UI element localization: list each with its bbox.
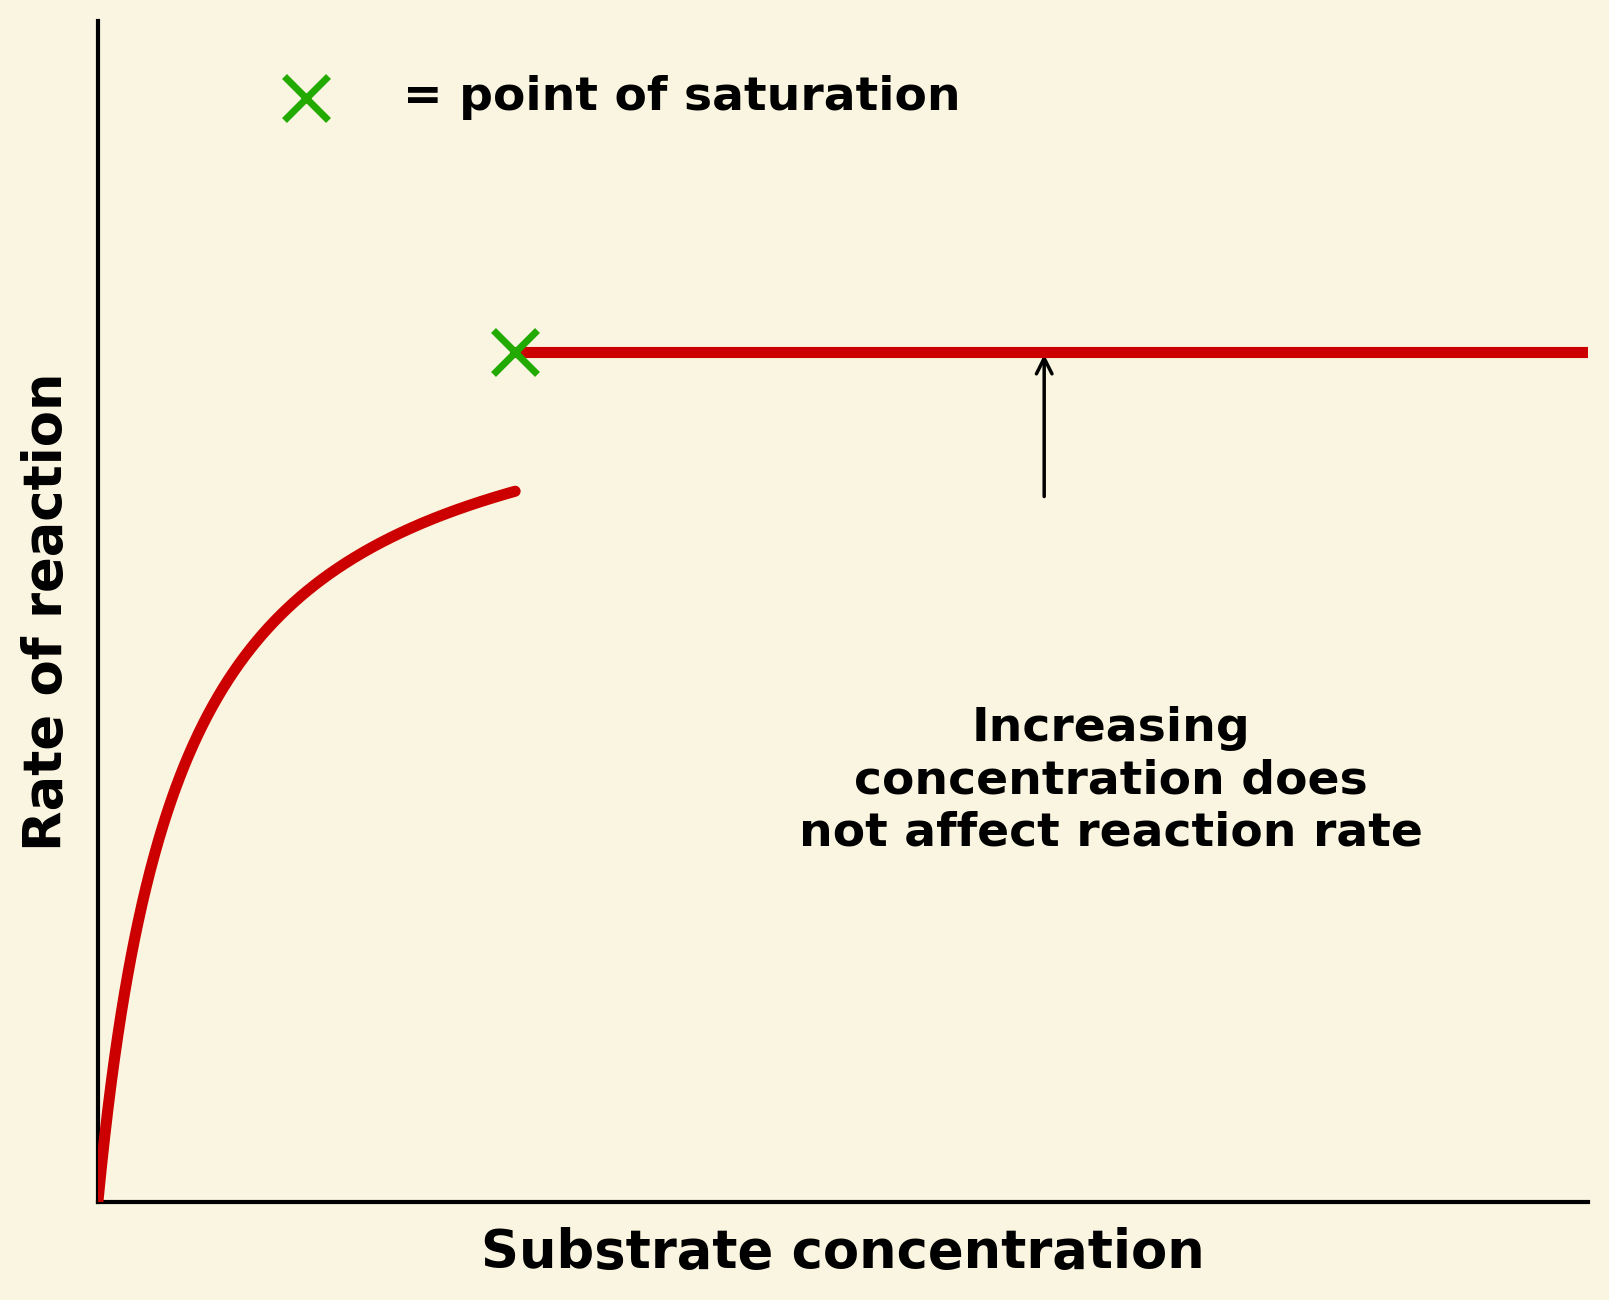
Text: Increasing
concentration does
not affect reaction rate: Increasing concentration does not affect… bbox=[800, 706, 1424, 855]
X-axis label: Substrate concentration: Substrate concentration bbox=[481, 1227, 1205, 1279]
Text: = point of saturation: = point of saturation bbox=[404, 75, 961, 120]
Y-axis label: Rate of reaction: Rate of reaction bbox=[21, 372, 72, 850]
